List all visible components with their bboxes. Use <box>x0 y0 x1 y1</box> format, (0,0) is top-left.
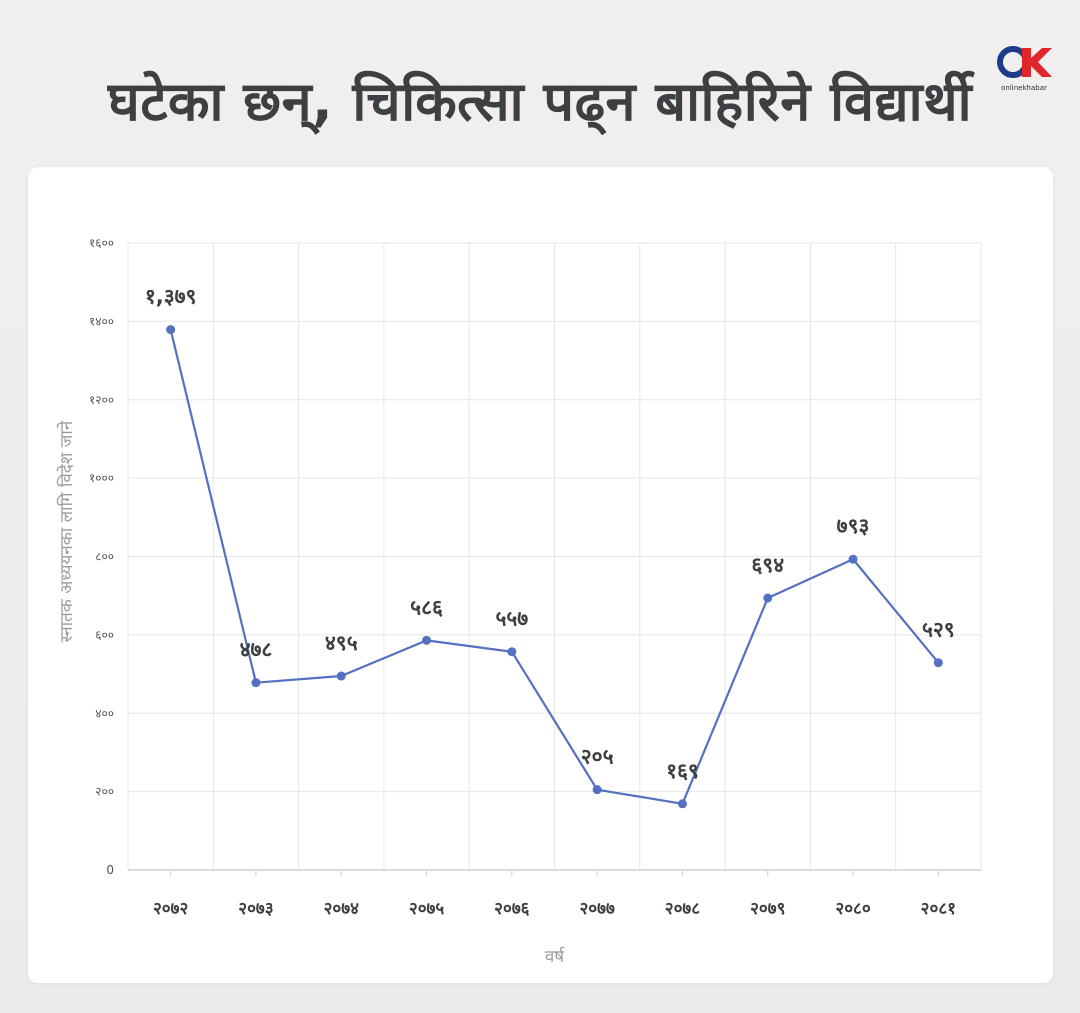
data-point[interactable] <box>422 635 432 645</box>
data-point[interactable] <box>507 647 517 657</box>
y-tick-label: 0 <box>106 863 114 877</box>
x-tick-label: २०७३ <box>238 899 273 919</box>
data-point[interactable] <box>933 658 943 668</box>
data-label: ७९३ <box>837 514 870 538</box>
x-tick-label: २०७७ <box>579 899 615 919</box>
x-tick-label: २०७८ <box>665 899 701 919</box>
logo-icon <box>997 46 1052 78</box>
data-point[interactable] <box>677 799 687 809</box>
x-tick-label: २०८१ <box>921 899 956 919</box>
y-tick-label: १००० <box>89 471 114 485</box>
onlinekhabar-logo: onlinekhabar <box>996 44 1052 98</box>
y-tick-label: ८०० <box>95 550 114 564</box>
data-point[interactable] <box>251 678 261 688</box>
y-tick-label: ४०० <box>95 706 114 720</box>
data-label: १,३७९ <box>145 285 197 309</box>
y-tick-label: १४०० <box>89 314 114 328</box>
data-label: ५२९ <box>922 618 955 642</box>
data-point[interactable] <box>848 554 858 564</box>
chart-card: 0 २०० ४०० ६०० ८०० १००० १२०० १४०० १६०० २०७२ २०७३ २०७… <box>28 167 1053 983</box>
data-label: ४९५ <box>325 631 358 655</box>
x-tick-label: २०७४ <box>324 899 360 919</box>
data-point[interactable] <box>166 325 176 335</box>
chart-title: घटेका छन्, चिकित्सा पढ्न बाहिरिने विद्या… <box>107 70 973 133</box>
y-tick-label: १६०० <box>89 236 114 250</box>
data-label: ५८६ <box>410 595 443 619</box>
data-point[interactable] <box>763 593 773 603</box>
data-point[interactable] <box>592 785 602 795</box>
data-label: १६९ <box>666 759 699 783</box>
x-tick-label: २०७५ <box>409 899 445 919</box>
y-tick-label: २०० <box>95 785 114 799</box>
x-axis-title: वर्ष <box>545 946 565 967</box>
data-label: ४७८ <box>240 638 273 662</box>
data-label: ६९४ <box>751 553 784 577</box>
y-axis-title: स्नातक अध्ययनका लागि विदेश जाने <box>56 420 77 642</box>
data-point[interactable] <box>336 671 346 681</box>
x-tick-label: २०८० <box>835 899 871 919</box>
x-tick-label: २०७२ <box>153 899 188 919</box>
data-label: २०५ <box>581 745 614 769</box>
y-tick-label: १२०० <box>89 393 114 407</box>
line-chart: 0 २०० ४०० ६०० ८०० १००० १२०० १४०० १६०० २०७२ २०७३ २०७… <box>56 236 982 967</box>
x-tick-label: २०७६ <box>494 899 530 919</box>
y-tick-label: ६०० <box>95 628 114 642</box>
logo-text: onlinekhabar <box>1001 84 1047 92</box>
data-label: ५५७ <box>495 607 528 631</box>
x-tick-label: २०७९ <box>750 899 785 919</box>
series-line <box>169 329 940 805</box>
